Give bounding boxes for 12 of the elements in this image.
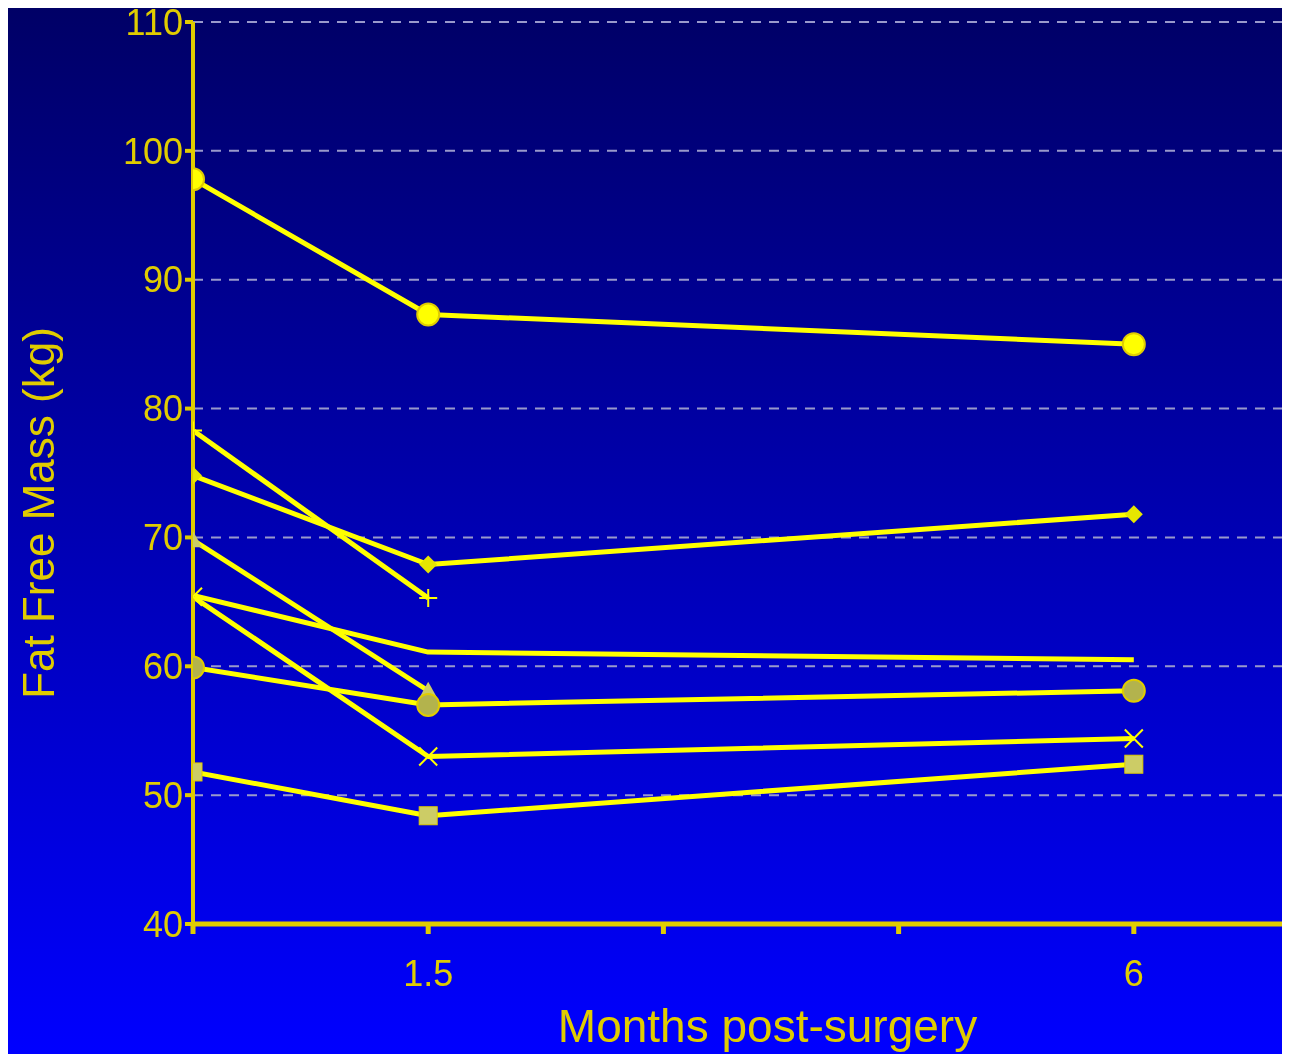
x-axis-title: Months post-surgery — [557, 1000, 978, 1052]
y-tick-label: 80 — [142, 388, 183, 430]
y-tick-label: 40 — [142, 903, 183, 945]
y-tick-label: 90 — [142, 259, 183, 301]
y-tick-label: 60 — [142, 646, 183, 688]
x-tick-label: 1.5 — [403, 952, 454, 994]
x-tick-label: 6 — [1123, 952, 1144, 994]
y-tick-label: 100 — [122, 130, 183, 172]
y-tick-label: 70 — [142, 517, 183, 559]
y-tick-label: 50 — [142, 774, 183, 816]
y-tick-label: 110 — [125, 1, 183, 43]
y-axis-title: Fat Free Mass (kg) — [13, 327, 63, 699]
